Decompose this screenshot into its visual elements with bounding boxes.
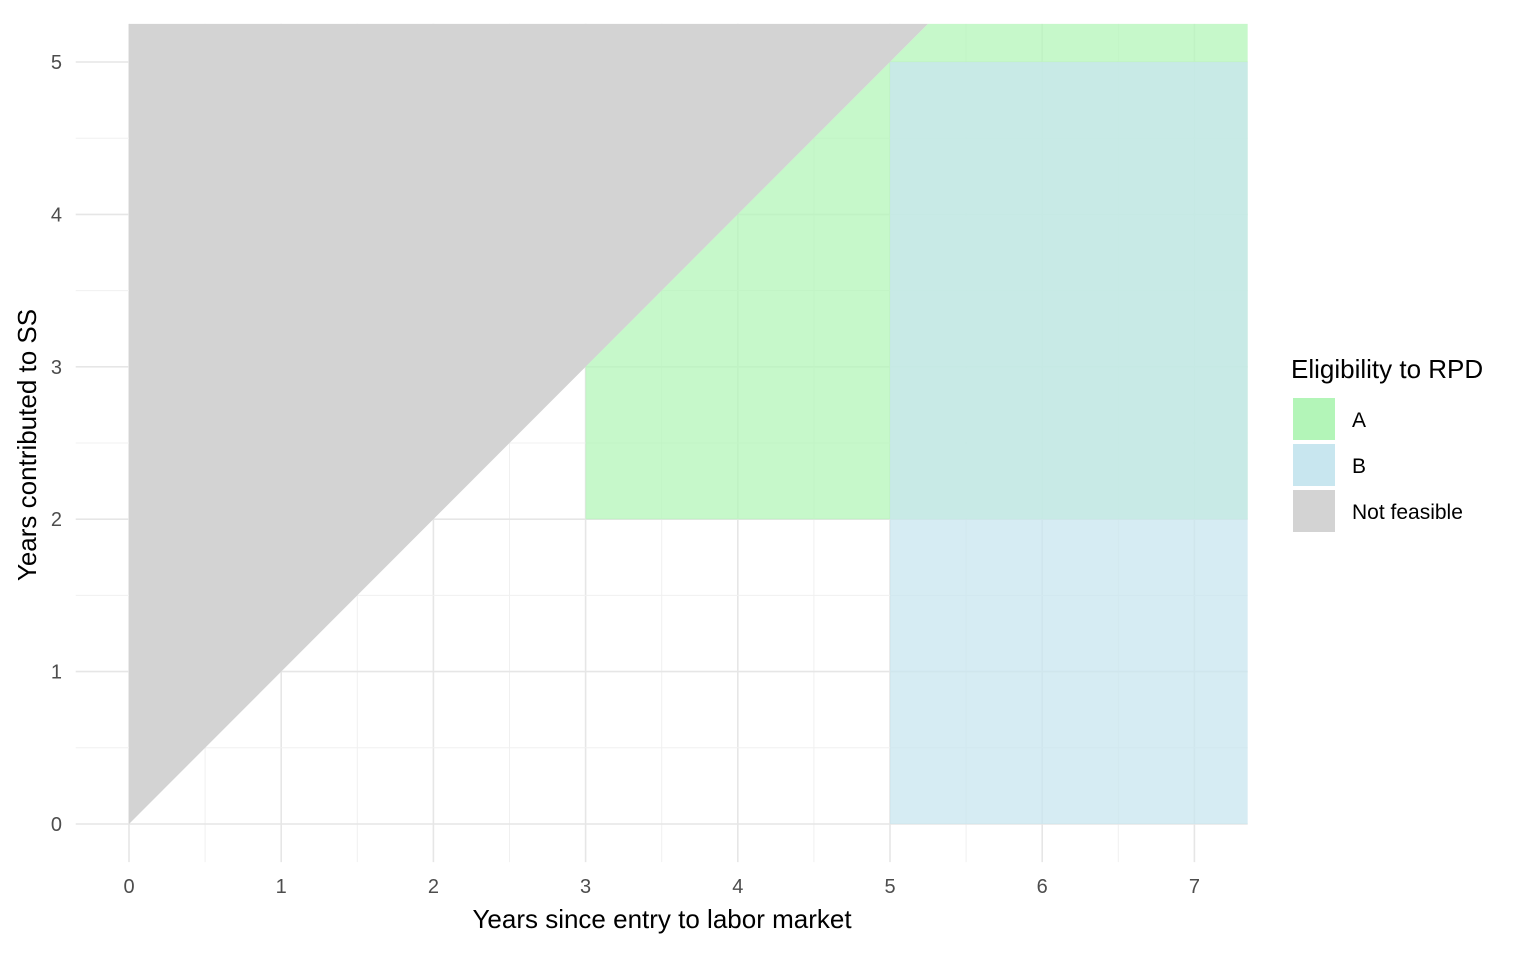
legend: Eligibility to RPD AB Not feasible (1291, 354, 1483, 532)
x-tick-label: 3 (580, 876, 591, 898)
y-tick-label: 1 (51, 662, 62, 684)
region-b (890, 62, 1248, 824)
legend-title: Eligibility to RPD (1291, 354, 1483, 384)
legend-items: AB Not feasible (1293, 398, 1463, 532)
x-tick-label: 4 (732, 876, 743, 898)
legend-label: Not feasible (1352, 501, 1463, 524)
legend-key (1293, 444, 1335, 486)
x-tick-label: 2 (428, 876, 439, 898)
x-tick-label: 6 (1037, 876, 1048, 898)
legend-label: A (1352, 409, 1366, 432)
x-tick-label: 1 (276, 876, 287, 898)
x-tick-label: 5 (884, 876, 895, 898)
y-axis-title: Years contributed to SS (12, 309, 42, 581)
y-tick-label: 2 (51, 509, 62, 531)
y-tick-label: 5 (51, 52, 62, 74)
x-tick-label: 7 (1189, 876, 1200, 898)
x-tick-label: 0 (123, 876, 134, 898)
y-tick-label: 4 (51, 204, 62, 226)
y-tick-label: 0 (51, 814, 62, 836)
chart-regions (129, 23, 1248, 824)
y-tick-label: 3 (51, 357, 62, 379)
legend-key (1293, 398, 1335, 440)
tick-labels: 0 1 2 3 4 5 6 7 0 1 2 3 4 5 (51, 52, 1200, 898)
legend-key (1293, 490, 1335, 532)
x-axis-title: Years since entry to labor market (472, 904, 852, 934)
legend-label: B (1352, 455, 1366, 478)
